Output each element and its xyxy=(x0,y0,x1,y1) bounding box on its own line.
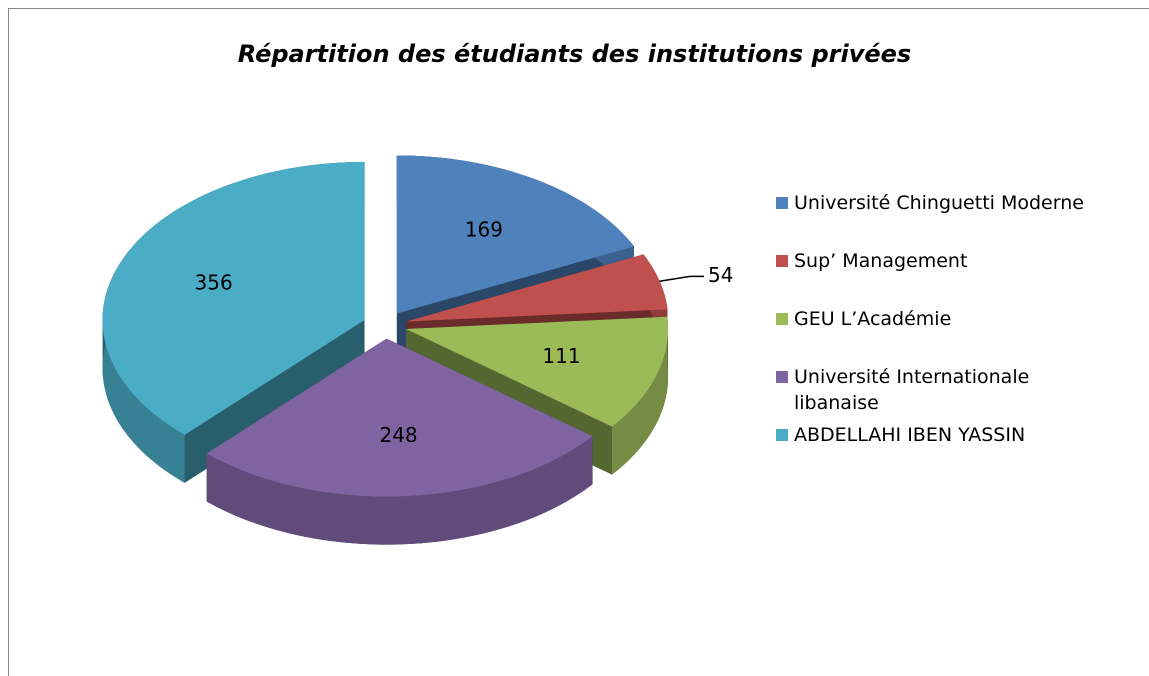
legend-label: Université Chinguetti Moderne xyxy=(794,192,1084,214)
legend-item: Université Internationale libanaise xyxy=(776,364,1094,422)
chart-title: Répartition des étudiants des institutio… xyxy=(237,40,912,68)
legend-swatch xyxy=(776,313,788,325)
legend-item: GEU L’Académie xyxy=(776,306,1094,364)
data-label: 356 xyxy=(195,270,233,294)
legend-item: Sup’ Management xyxy=(776,248,1094,306)
legend-swatch xyxy=(776,197,788,209)
legend-label: GEU L’Académie xyxy=(794,308,952,330)
data-label: 248 xyxy=(379,423,417,447)
legend-label: Sup’ Management xyxy=(794,250,968,272)
slice xyxy=(396,155,634,314)
data-label: 169 xyxy=(465,217,503,241)
slice xyxy=(206,338,593,497)
slice-wall xyxy=(611,316,669,475)
legend-item: ABDELLAHI IBEN YASSIN xyxy=(776,422,1094,480)
slice xyxy=(406,316,669,427)
legend-item: Université Chinguetti Moderne xyxy=(776,190,1094,248)
legend: Université Chinguetti Moderne Sup’ Manage… xyxy=(776,190,1094,480)
data-label: 54 xyxy=(708,263,733,287)
slice xyxy=(406,254,668,322)
data-label: 111 xyxy=(542,344,580,368)
leader-line xyxy=(659,275,705,282)
legend-swatch xyxy=(776,371,788,383)
legend-label: ABDELLAHI IBEN YASSIN xyxy=(794,424,1026,446)
legend-swatch xyxy=(776,255,788,267)
legend-label: Université Internationale libanaise xyxy=(794,366,1030,414)
chart-frame xyxy=(8,8,1149,676)
slice xyxy=(102,161,365,435)
slice-wall xyxy=(206,436,593,545)
slice-tops xyxy=(102,155,669,497)
legend-swatch xyxy=(776,429,788,441)
